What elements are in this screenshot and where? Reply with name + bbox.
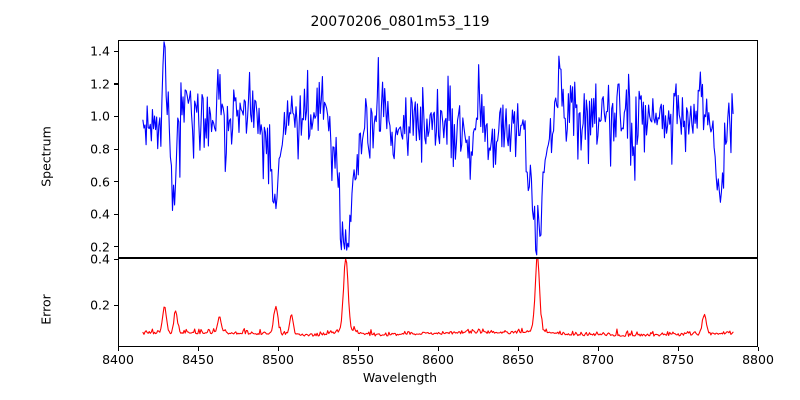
spectrum-data-line [142,41,734,256]
error-plot-area [142,259,734,337]
ytick-label-error: 0.2 [90,297,110,313]
xtick-label: 8450 [182,352,214,367]
ytick-mark-spectrum [114,246,118,248]
ytick-label-spectrum: 1.4 [90,43,110,59]
spectrum-plot-area [142,41,734,256]
ytick-label-spectrum: 1.0 [90,108,110,124]
ytick-label-spectrum: 0.8 [90,141,110,157]
error-data-line [142,259,734,337]
page-title: 20070206_0801m53_119 [310,14,490,30]
ytick-mark-spectrum [114,181,118,183]
ytick-label-spectrum: 0.4 [90,206,110,222]
xtick-mark [197,347,199,351]
xtick-mark [437,347,439,351]
spectrum-panel [118,40,758,258]
ytick-mark-spectrum [114,148,118,150]
xtick-mark [517,347,519,351]
ytick-mark-spectrum [114,50,118,52]
error-panel [118,258,758,347]
xtick-label: 8550 [342,352,374,367]
x-axis-label: Wavelength [362,370,438,385]
ytick-mark-error [114,258,118,260]
xtick-label: 8650 [502,352,534,367]
xtick-label: 8600 [422,352,454,367]
xtick-mark [597,347,599,351]
ytick-label-spectrum: 0.6 [90,174,110,190]
xtick-label: 8750 [662,352,694,367]
ytick-mark-spectrum [114,213,118,215]
ytick-mark-error [114,304,118,306]
y-axis-label-error: Error [38,294,54,325]
xtick-mark [277,347,279,351]
ytick-label-spectrum: 0.2 [90,239,110,255]
y-axis-label-spectrum: Spectrum [38,126,54,187]
xtick-mark [677,347,679,351]
xtick-mark [757,347,759,351]
ytick-mark-spectrum [114,83,118,85]
ytick-label-error: 0.4 [90,251,110,267]
xtick-mark [117,347,119,351]
xtick-mark [357,347,359,351]
xtick-label: 8500 [262,352,294,367]
xtick-label: 8800 [742,352,774,367]
xtick-label: 8700 [582,352,614,367]
ytick-mark-spectrum [114,115,118,118]
xtick-label: 8400 [102,352,134,367]
ytick-label-spectrum: 1.2 [90,76,110,92]
